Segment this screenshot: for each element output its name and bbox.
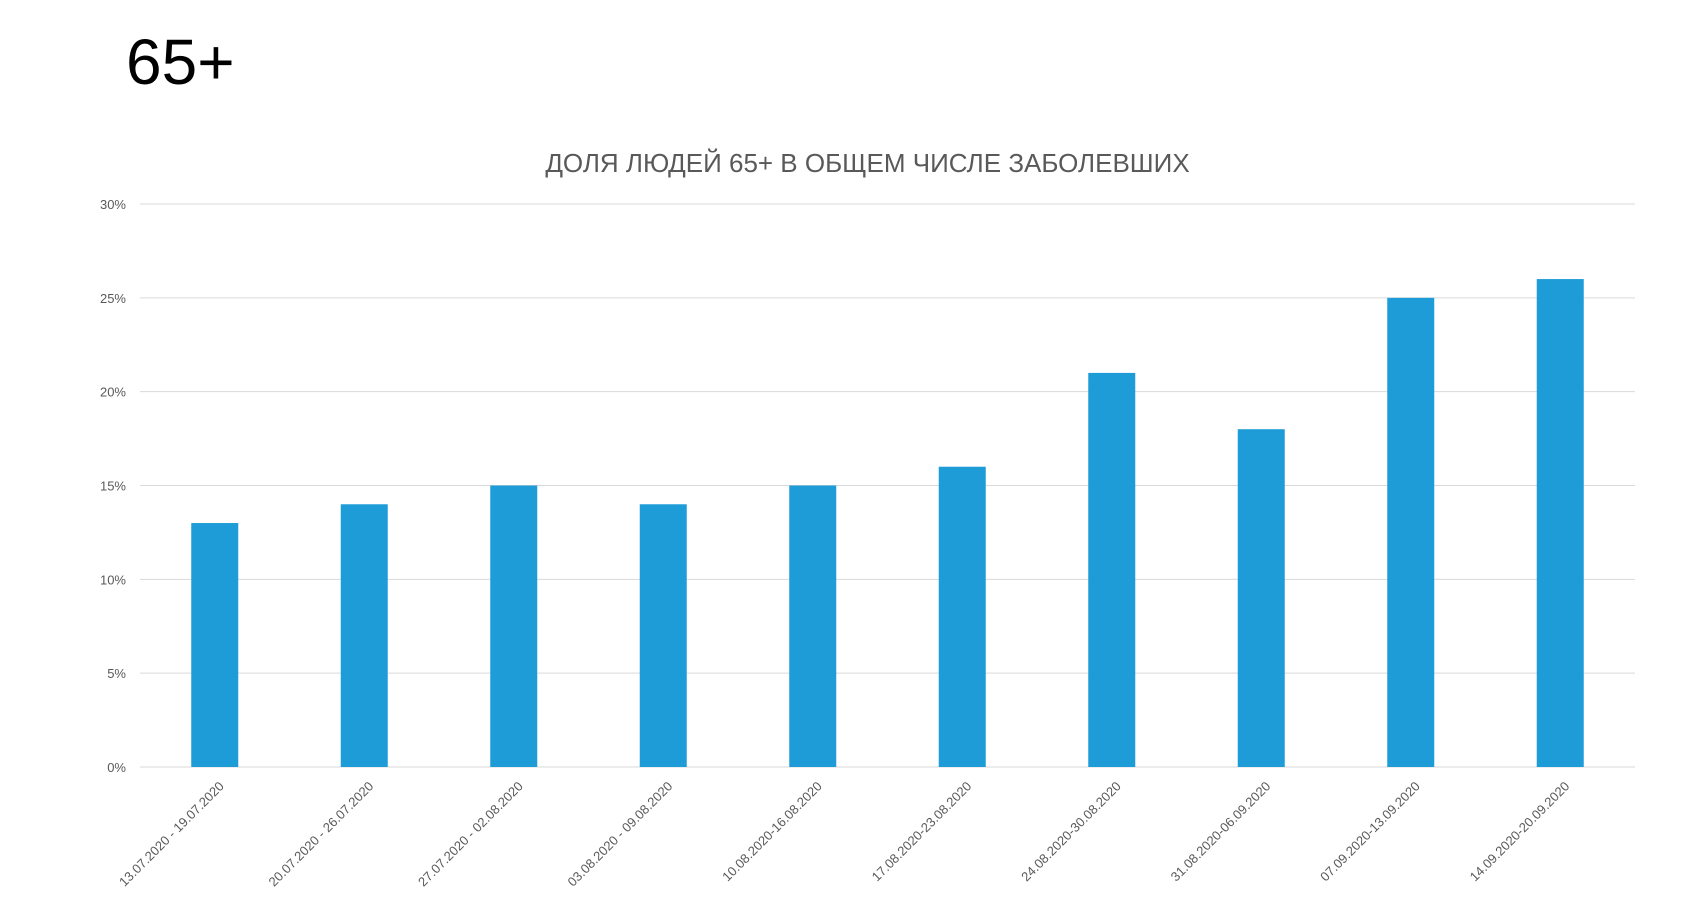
x-category-label: 13.07.2020 - 19.07.2020 — [116, 779, 227, 890]
y-tick-label: 30% — [100, 197, 126, 212]
x-axis-labels: 13.07.2020 - 19.07.2020 20.07.2020 - 26.0… — [116, 779, 1572, 890]
y-tick-label: 25% — [100, 291, 126, 306]
y-axis-ticks: 0% 5% 10% 15% 20% 25% 30% — [100, 197, 126, 775]
x-category-label: 10.08.2020-16.08.2020 — [719, 779, 825, 885]
x-category-label: 24.08.2020-30.08.2020 — [1018, 779, 1124, 885]
x-category-label: 31.08.2020-06.09.2020 — [1168, 779, 1274, 885]
gridlines — [140, 203, 1635, 768]
y-tick-label: 15% — [100, 479, 126, 494]
bar — [490, 485, 538, 767]
slide-title: 65+ — [126, 26, 235, 98]
x-category-label: 03.08.2020 - 09.08.2020 — [565, 779, 676, 890]
x-category-label: 27.07.2020 - 02.08.2020 — [415, 779, 526, 890]
bars — [191, 279, 1584, 767]
x-category-label: 17.08.2020-23.08.2020 — [869, 779, 975, 885]
x-category-label: 07.09.2020-13.09.2020 — [1317, 779, 1423, 885]
y-tick-label: 5% — [107, 666, 126, 681]
bar — [1387, 297, 1435, 767]
bar — [1536, 279, 1584, 767]
bar — [938, 466, 986, 767]
x-category-label: 20.07.2020 - 26.07.2020 — [266, 779, 377, 890]
bar — [1088, 372, 1136, 767]
y-tick-label: 20% — [100, 385, 126, 400]
chart-title: ДОЛЯ ЛЮДЕЙ 65+ В ОБЩЕМ ЧИСЛЕ ЗАБОЛЕВШИХ — [545, 148, 1189, 178]
bar — [340, 504, 388, 767]
bar — [639, 504, 687, 767]
bar — [789, 485, 837, 767]
bar — [1237, 429, 1285, 767]
y-tick-label: 0% — [107, 760, 126, 775]
y-tick-label: 10% — [100, 572, 126, 587]
x-category-label: 14.09.2020-20.09.2020 — [1467, 779, 1573, 885]
bar — [191, 523, 239, 767]
